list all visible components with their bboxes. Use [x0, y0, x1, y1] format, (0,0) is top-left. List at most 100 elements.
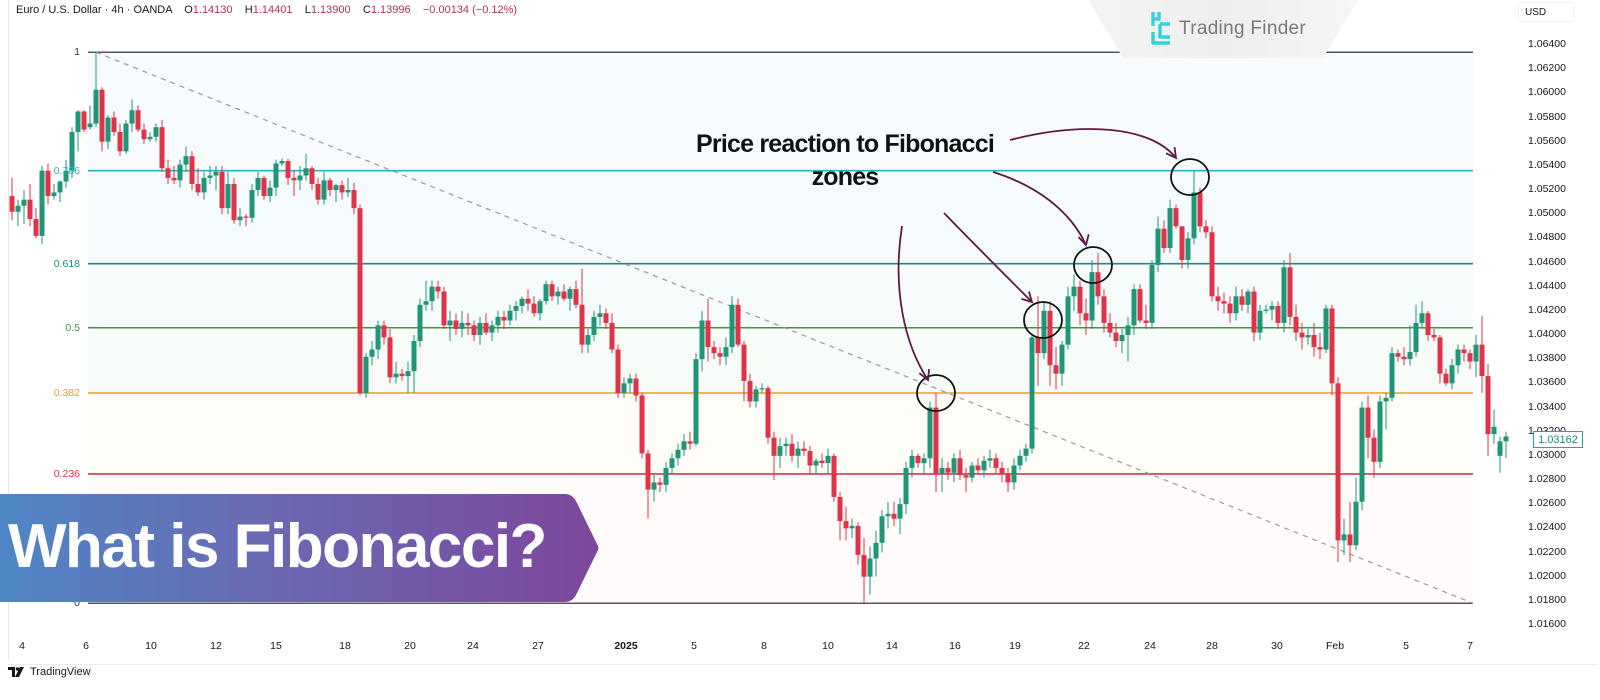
candle-body [483, 322, 489, 333]
candle-body [207, 175, 213, 178]
candle-body [597, 313, 603, 317]
reaction-circle [1073, 246, 1113, 284]
time-axis-label: 24 [1144, 640, 1156, 652]
candle-body [1011, 465, 1017, 483]
candle-body [1341, 534, 1347, 541]
candle-body [645, 453, 651, 490]
candle-body [1365, 407, 1371, 438]
tradingview-logo[interactable]: TradingView [7, 666, 91, 678]
candle-body [891, 513, 897, 519]
candle-body [1431, 334, 1437, 338]
fib-level-label: 0.236 [53, 467, 80, 480]
candle-body [879, 516, 885, 543]
candle-body [1161, 228, 1167, 248]
candle-body [747, 380, 753, 402]
candle-body [111, 117, 117, 132]
legend-sep: · [104, 4, 112, 16]
candle-body [567, 289, 573, 299]
candle-body [171, 177, 177, 181]
candle-body [63, 170, 69, 182]
reaction-circle [1170, 158, 1210, 196]
candle-body [1425, 313, 1431, 335]
low-value: 1.13900 [310, 4, 351, 16]
currency-selector[interactable]: USD [1518, 2, 1574, 22]
candle-body [243, 216, 249, 218]
candle-body [1257, 310, 1263, 333]
fib-level-label: 0.618 [53, 257, 80, 270]
candle-body [1329, 308, 1335, 384]
candle-body [255, 177, 261, 190]
candle-body [99, 89, 105, 142]
candle-body [1053, 365, 1059, 374]
candle-body [861, 554, 867, 577]
candle-body [1095, 272, 1101, 297]
candle-body [165, 168, 171, 178]
annotation-arrow [943, 212, 1033, 303]
candle-body [705, 320, 711, 348]
candle-body [411, 341, 417, 372]
candle-body [693, 359, 699, 444]
candle-body [1185, 238, 1191, 261]
candle-body [177, 164, 183, 181]
price-axis-label: 1.05600 [1528, 134, 1566, 147]
candle-body [273, 163, 279, 188]
candle-body [1149, 264, 1155, 323]
high-value: 1.14401 [252, 4, 293, 16]
candle-body [135, 110, 141, 130]
candle-body [1281, 267, 1287, 323]
time-axis-label: 14 [886, 640, 898, 652]
fib-zone [88, 327, 1473, 393]
candle-body [345, 189, 351, 193]
candle-body [915, 455, 921, 464]
watermark-brand: Trading Finder [1179, 18, 1307, 39]
candle-body [813, 460, 819, 466]
candle-body [69, 131, 75, 171]
price-axis-label: 1.04000 [1528, 328, 1566, 341]
candle-body [225, 183, 231, 209]
candle-body [735, 304, 741, 345]
fib-level-label: 1 [74, 46, 80, 59]
price-axis-label: 1.02600 [1528, 497, 1566, 510]
candle-body [1125, 325, 1131, 335]
price-axis-label: 1.03000 [1528, 448, 1566, 461]
candle-body [1155, 228, 1161, 265]
candle-body [1437, 337, 1443, 374]
candle-body [423, 301, 429, 305]
time-axis-label: 2025 [614, 640, 638, 652]
candle-body [1311, 334, 1317, 348]
candle-body [1029, 337, 1035, 449]
candle-body [297, 175, 303, 181]
symbol-legend[interactable]: Euro / U.S. Dollar · 4h · OANDA O1.14130… [16, 4, 517, 16]
candle-body [1191, 192, 1197, 239]
candle-body [1413, 322, 1419, 352]
candle-body [51, 192, 57, 197]
candle-body [825, 455, 831, 464]
candle-body [1005, 473, 1011, 483]
candle-body [213, 171, 219, 176]
candle-body [33, 218, 39, 236]
time-axis-label: 12 [210, 640, 222, 652]
candle-body [873, 542, 879, 559]
candle-body [1215, 296, 1221, 302]
candle-body [531, 303, 537, 314]
time-axis-label: 16 [949, 640, 961, 652]
open-label: O [184, 4, 193, 16]
candle-body [843, 521, 849, 529]
candle-body [969, 465, 975, 478]
candle-body [729, 304, 735, 348]
candle-body [219, 171, 225, 209]
time-axis-label: 5 [691, 640, 697, 652]
fib-level-label: 0.382 [53, 386, 80, 399]
candle-body [927, 407, 933, 459]
candle-body [387, 337, 393, 378]
high-label: H [244, 4, 253, 16]
candle-body [939, 467, 945, 474]
candle-body [585, 334, 591, 345]
candle-body [1407, 351, 1413, 360]
candle-body [543, 284, 549, 302]
candle-body [249, 189, 255, 218]
price-axis-label: 1.05400 [1528, 158, 1566, 171]
candle-body [1449, 365, 1455, 384]
candle-body [1371, 437, 1377, 462]
